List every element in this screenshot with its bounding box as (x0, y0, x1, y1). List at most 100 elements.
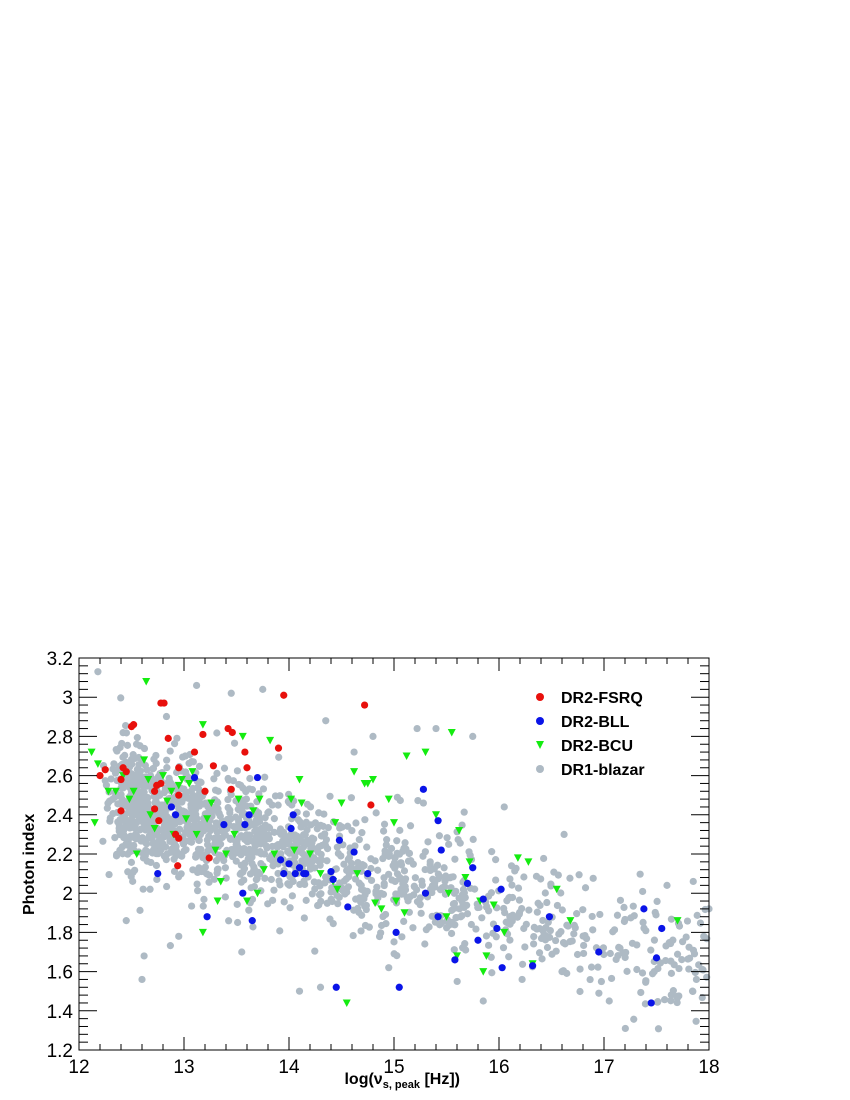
dr1-blazar-point (553, 901, 562, 910)
dr1-blazar-point (462, 946, 470, 954)
dr1-blazar-point (163, 764, 171, 772)
dr1-blazar-point (393, 952, 401, 960)
dr1-blazar-point (589, 874, 597, 882)
dr2-bcu-point (142, 678, 151, 686)
dr1-blazar-point (396, 873, 404, 882)
dr2-fsrq-point (157, 779, 165, 788)
dr1-blazar-point (599, 944, 608, 952)
dr1-blazar-point (103, 804, 111, 812)
dr1-blazar-point (396, 826, 404, 834)
dr1-blazar-point (698, 993, 706, 1002)
dr1-blazar-point (683, 917, 692, 925)
dr2-bcu-point (207, 799, 216, 808)
dr2-fsrq-point (241, 748, 249, 756)
dr1-blazar-point (119, 729, 127, 737)
dr1-blazar-point (431, 883, 439, 891)
dr1-blazar-point (620, 903, 628, 911)
dr1-blazar-point (138, 813, 146, 821)
dr1-blazar-point (220, 764, 229, 772)
dr1-blazar-point (587, 963, 596, 971)
dr1-blazar-point (210, 775, 218, 783)
dr1-blazar-point (235, 780, 243, 789)
dr1-blazar-point (487, 953, 495, 961)
dr1-blazar-point (688, 987, 697, 995)
dr1-blazar-point (505, 953, 513, 961)
dr1-blazar-point (416, 901, 424, 909)
dr1-blazar-point (667, 991, 675, 999)
dr1-blazar-point (118, 739, 126, 748)
dr2-bcu-point (489, 901, 498, 909)
dr2-bll-point (285, 860, 293, 868)
dr1-blazar-point (235, 818, 243, 826)
dr1-blazar-point (555, 930, 563, 938)
dr1-blazar-point (690, 950, 699, 958)
dr1-blazar-points (94, 668, 713, 1033)
dr2-bcu-point (353, 870, 362, 878)
dr1-blazar-point (333, 891, 341, 900)
dr1-blazar-point (233, 900, 241, 908)
dr1-blazar-point (140, 952, 148, 960)
dr1-blazar-point (113, 850, 121, 858)
dr1-blazar-point (210, 875, 218, 883)
x-tick-label: 16 (488, 1057, 509, 1078)
dr1-blazar-point (482, 932, 491, 940)
dr1-blazar-point (131, 866, 139, 874)
dr1-blazar-point (375, 932, 384, 941)
dr2-bcu-point (93, 760, 102, 768)
dr1-blazar-point (123, 841, 132, 849)
dr1-blazar-point (512, 864, 520, 873)
dr1-blazar-point (607, 974, 616, 983)
dr1-blazar-point (196, 778, 204, 786)
dr2-bll-point (253, 773, 262, 782)
dr1-blazar-point (535, 949, 544, 957)
dr2-fsrq-point (164, 734, 172, 742)
dr1-blazar-point (279, 841, 288, 849)
dr2-bll-point (493, 924, 501, 933)
y-tick-label: 3 (62, 688, 73, 709)
dr1-blazar-point (274, 801, 282, 809)
dr2-bll-point (167, 803, 175, 811)
dr1-blazar-point (382, 920, 390, 928)
dr2-bcu-point (447, 728, 456, 737)
dr1-blazar-point (139, 793, 147, 801)
dr1-blazar-point (122, 721, 130, 730)
dr1-blazar-point (654, 998, 662, 1006)
dr2-bcu-point (159, 772, 167, 780)
dr1-blazar-point (211, 786, 220, 794)
dr2-fsrq-point (130, 721, 138, 729)
dr1-blazar-point (271, 854, 279, 862)
dr2-bcu-point (146, 811, 155, 819)
dr1-blazar-point (227, 845, 236, 854)
dr1-blazar-point (147, 858, 155, 867)
dr1-blazar-point (667, 915, 676, 923)
dr1-blazar-point (455, 905, 464, 913)
dr2-bll-point (545, 913, 554, 921)
dr1-blazar-point (112, 745, 120, 754)
dr1-blazar-point (163, 850, 171, 858)
dr1-blazar-point (205, 878, 213, 886)
dr1-blazar-point (503, 897, 511, 905)
dr1-blazar-point (190, 823, 198, 831)
dr1-blazar-point (538, 955, 546, 963)
dr1-blazar-point (345, 854, 354, 862)
dr2-fsrq-point (101, 766, 109, 774)
dr1-blazar-point (317, 832, 326, 840)
dr1-blazar-point (675, 964, 683, 973)
dr2-bll-points (154, 773, 666, 1007)
dr1-blazar-point (303, 800, 312, 808)
dr2-bll-point (239, 889, 247, 897)
dr1-blazar-point (633, 941, 641, 949)
dr1-blazar-point (152, 861, 161, 870)
dr1-blazar-point (244, 836, 252, 844)
dr1-blazar-point (264, 900, 272, 908)
dr2-bll-point (289, 811, 297, 819)
dr1-blazar-point (429, 875, 437, 883)
dr1-blazar-point (275, 753, 283, 761)
dr2-fsrq-point (151, 787, 159, 795)
dr1-blazar-point (637, 988, 645, 997)
dr2-bcu-point (333, 885, 342, 894)
dr1-blazar-point (367, 876, 376, 885)
dr1-blazar-point (101, 777, 109, 785)
dr1-blazar-point (466, 851, 474, 859)
dr1-blazar-point (166, 747, 174, 755)
